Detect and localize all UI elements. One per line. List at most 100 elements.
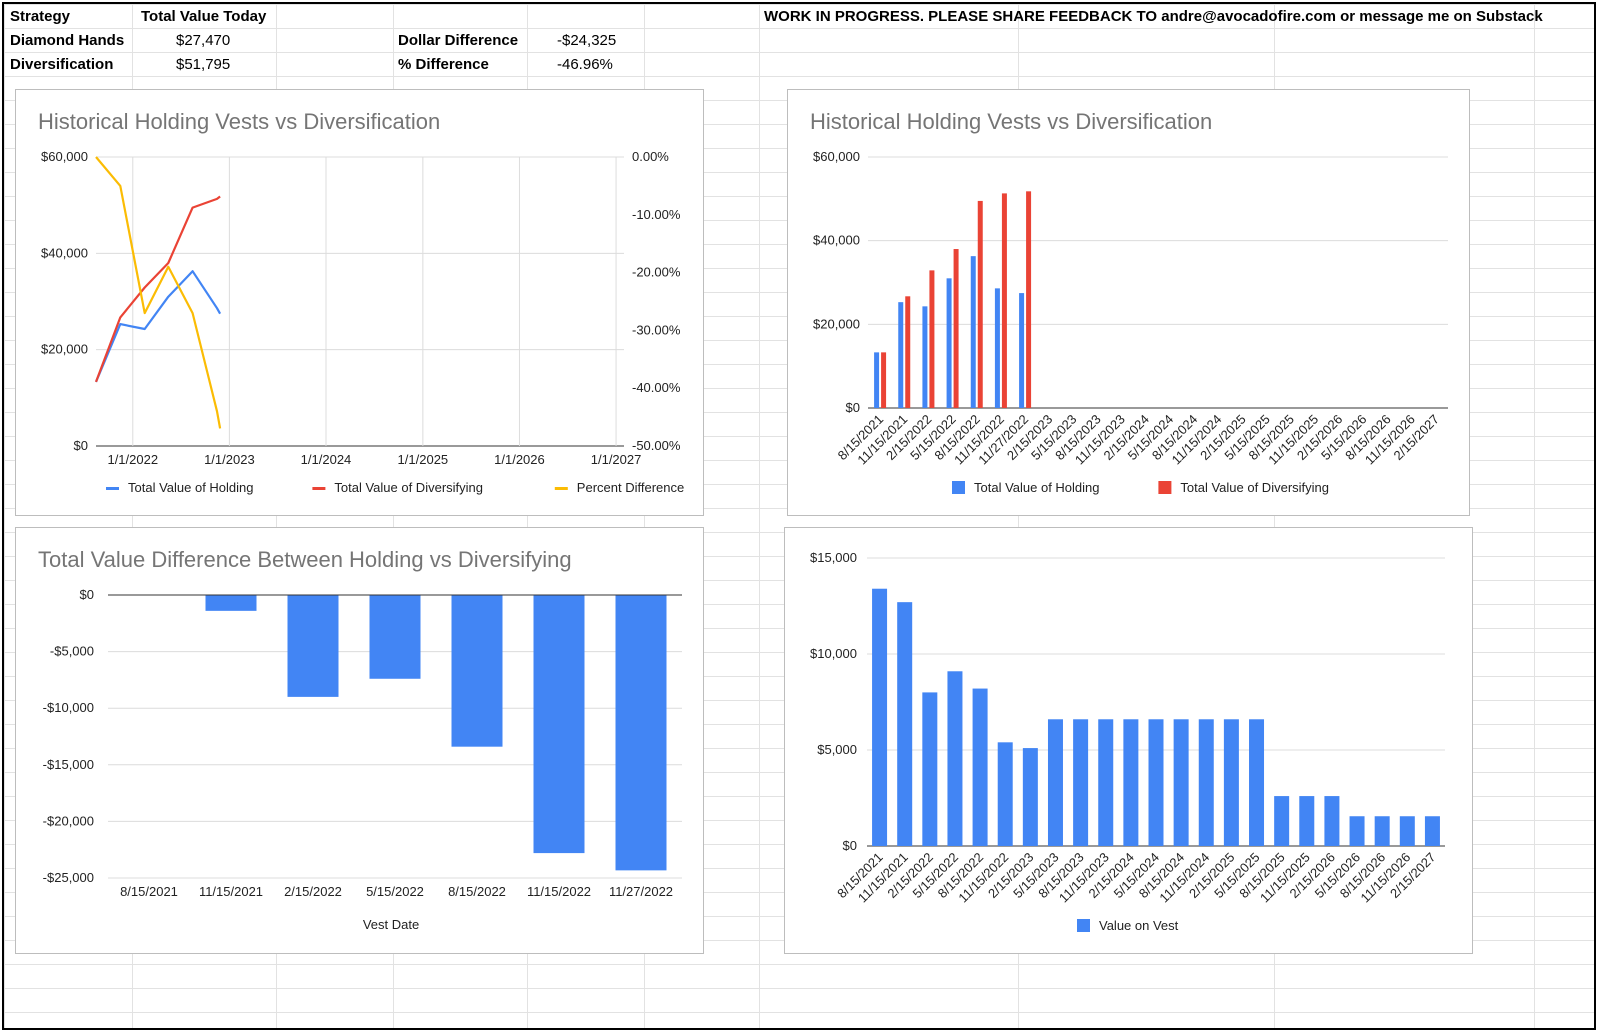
x-tick-label: 5/15/2022 [366, 884, 424, 899]
percent-difference-label[interactable]: % Difference [398, 56, 489, 73]
x-tick-label: 1/1/2022 [107, 452, 158, 467]
y2-tick-label: -30.00% [632, 322, 681, 337]
legend-swatch [1158, 481, 1172, 494]
series-line [94, 195, 221, 383]
dollar-difference-label[interactable]: Dollar Difference [398, 32, 519, 49]
bar [872, 588, 888, 846]
x-tick-label: 2/15/2022 [284, 884, 342, 899]
y2-tick-label: -50.00% [632, 438, 681, 453]
chart-value-difference[interactable]: Total Value Difference Between Holding v… [15, 527, 704, 954]
bar [946, 278, 952, 408]
bar [451, 595, 503, 747]
line-chart-svg: $0 $20,000 $40,000 $60,000 -50.00% -40.00% -30… [41, 149, 684, 495]
diversification-value[interactable]: $51,795 [176, 56, 231, 73]
y2-tick-label: -20.00% [632, 265, 681, 280]
chart-line-history[interactable]: Historical Holding Vests vs Diversificat… [15, 89, 704, 516]
bar [898, 302, 904, 408]
legend-label: Value on Vest [1099, 918, 1179, 933]
x-tick-label: 11/27/2022 [609, 884, 673, 899]
bar [1374, 816, 1390, 846]
percent-difference-value[interactable]: -46.96% [557, 56, 613, 73]
work-in-progress-notice[interactable]: WORK IN PROGRESS. PLEASE SHARE FEEDBACK … [764, 8, 1543, 25]
x-tick-label: 8/15/2022 [448, 884, 506, 899]
y-tick-label: $10,000 [810, 646, 857, 661]
bar [1324, 796, 1340, 846]
legend-swatch [554, 487, 568, 490]
bar [947, 671, 963, 846]
series-line [95, 156, 222, 429]
chart-title: Historical Holding Vests vs Diversificat… [38, 109, 441, 134]
header-total-value[interactable]: Total Value Today [141, 8, 267, 25]
chart-title: Historical Holding Vests vs Diversificat… [810, 109, 1213, 134]
bar [1001, 193, 1007, 408]
bar [1073, 719, 1089, 846]
diversification-label[interactable]: Diversification [10, 56, 114, 73]
x-tick-label: 11/15/2021 [199, 884, 263, 899]
bar [929, 270, 935, 408]
legend-label: Total Value of Holding [974, 480, 1100, 495]
y-tick-label: -$5,000 [50, 644, 94, 659]
legend-label: Total Value of Diversifying [1180, 480, 1329, 495]
x-tick-label: 1/1/2027 [591, 452, 642, 467]
chart-title: Total Value Difference Between Holding v… [38, 547, 572, 572]
x-tick-label: 1/1/2023 [204, 452, 255, 467]
diamond-hands-label[interactable]: Diamond Hands [10, 32, 125, 49]
y-tick-label: $60,000 [41, 149, 88, 164]
y-tick-label: $0 [74, 438, 88, 453]
y-tick-label: $0 [843, 838, 857, 853]
bar [977, 200, 983, 408]
y-tick-label: $15,000 [810, 550, 857, 565]
dollar-difference-value[interactable]: -$24,325 [557, 32, 617, 49]
bar [972, 688, 988, 846]
y-tick-label: $60,000 [813, 149, 860, 164]
bar [1349, 816, 1365, 846]
y-tick-label: -$25,000 [43, 870, 94, 885]
y-tick-label: $0 [846, 400, 860, 415]
y-tick-label: $0 [80, 587, 94, 602]
x-tick-label: 1/1/2025 [398, 452, 449, 467]
bar [922, 306, 928, 408]
bar [1047, 719, 1063, 846]
bar [1299, 796, 1315, 846]
x-tick-label: 1/1/2026 [494, 452, 545, 467]
bar [205, 595, 257, 611]
y-tick-label: -$15,000 [43, 757, 94, 772]
y-tick-label: $20,000 [41, 342, 88, 357]
bar [897, 602, 913, 846]
y2-tick-label: -10.00% [632, 207, 681, 222]
bar [1148, 719, 1164, 846]
x-tick-label: 1/1/2024 [301, 452, 352, 467]
y-tick-label: -$20,000 [43, 813, 94, 828]
legend-swatch [312, 487, 326, 490]
bar [905, 296, 911, 408]
bar [881, 352, 887, 408]
y2-tick-label: 0.00% [632, 149, 669, 164]
legend-swatch [952, 481, 965, 494]
bar [1123, 719, 1139, 846]
header-strategy[interactable]: Strategy [10, 8, 71, 25]
bar [1223, 719, 1239, 846]
y2-tick-label: -40.00% [632, 380, 681, 395]
series-line [94, 270, 222, 383]
y-tick-label: -$10,000 [43, 700, 94, 715]
bar [615, 595, 667, 871]
bar [1026, 191, 1032, 408]
vest-bar-chart-svg: $0$5,000$10,000$15,0008/15/202111/15/202… [810, 550, 1445, 933]
legend-swatch [1077, 919, 1090, 932]
bar [369, 595, 421, 679]
legend-label: Percent Difference [577, 480, 684, 495]
legend-label: Total Value of Holding [128, 480, 254, 495]
bar [1249, 719, 1265, 846]
bar [533, 595, 585, 854]
diamond-hands-value[interactable]: $27,470 [176, 32, 231, 49]
bar [1022, 748, 1038, 846]
chart-value-on-vest[interactable]: $0 $5,000 $10,000 $15,000 8/15/2021 11/15/202… [784, 527, 1473, 954]
bar [997, 742, 1013, 846]
bar [1173, 719, 1189, 846]
chart-bar-history[interactable]: Historical Holding Vests vs Diversificat… [787, 89, 1470, 516]
x-axis-label: Vest Date [363, 917, 419, 932]
y-tick-label: $40,000 [813, 233, 860, 248]
legend-label: Total Value of Diversifying [334, 480, 483, 495]
bar [922, 692, 938, 846]
bar [1019, 293, 1025, 408]
